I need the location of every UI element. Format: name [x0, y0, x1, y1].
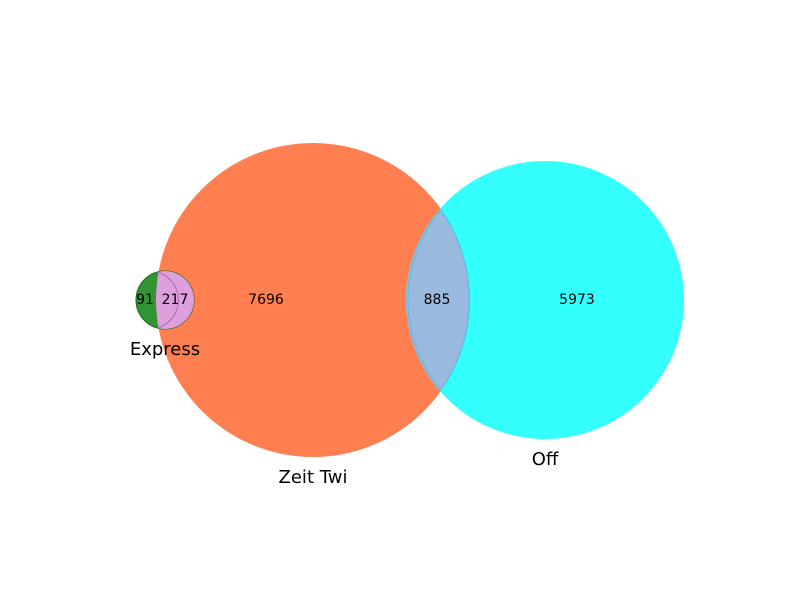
overlap-express-zeit — [156, 271, 194, 329]
set-label-express: Express — [130, 339, 200, 360]
overlap-express-zeit-outline — [156, 271, 179, 329]
set-circle-zeit — [156, 143, 470, 457]
overlap-zeit-off-outline — [407, 209, 470, 391]
region-value-off-only: 5973 — [559, 292, 595, 308]
region-value-zeit-only: 7696 — [248, 292, 284, 308]
set-label-off: Off — [532, 449, 559, 470]
set-circle-off — [406, 161, 684, 439]
region-value-express-only: 91 — [136, 292, 154, 308]
region-value-express-zeit: 217 — [162, 292, 189, 308]
set-label-zeit: Zeit Twi — [279, 467, 348, 488]
region-value-zeit-off: 885 — [424, 292, 451, 308]
